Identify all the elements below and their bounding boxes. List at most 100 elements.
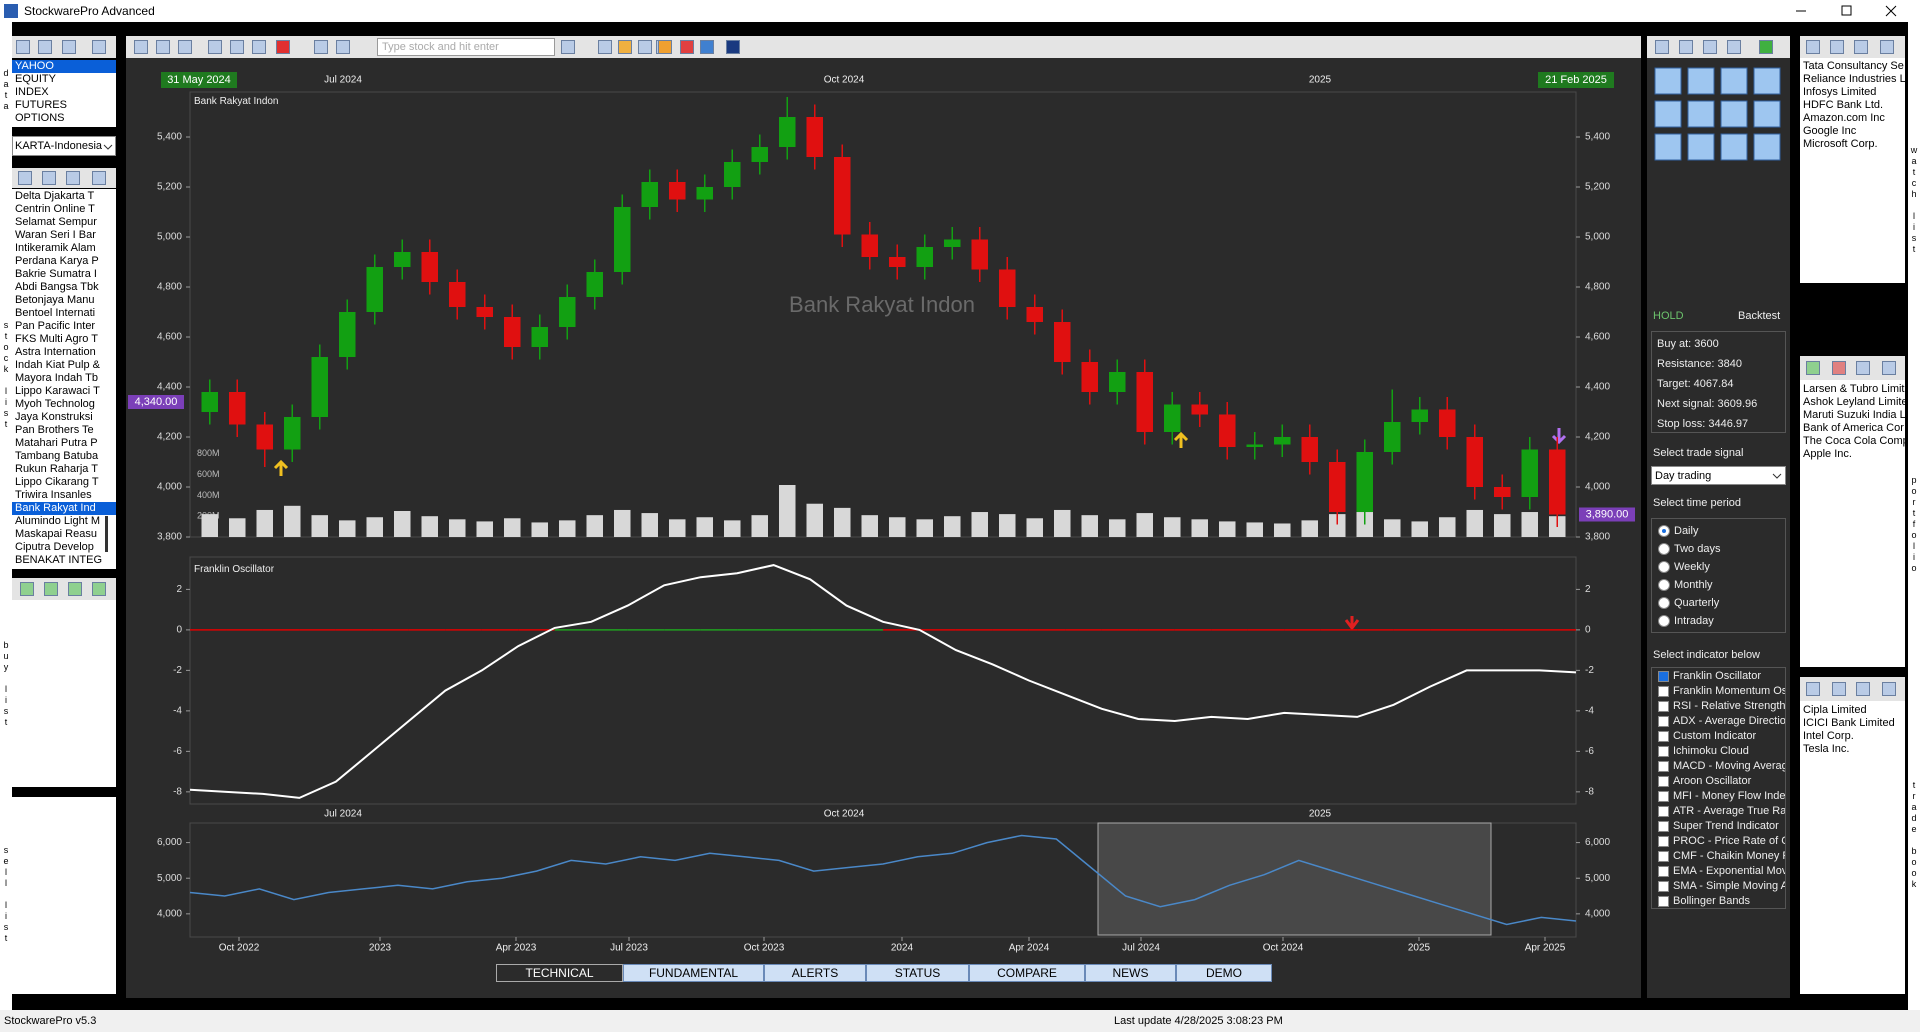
period-option[interactable]: Quarterly	[1652, 594, 1785, 612]
stock-item[interactable]: Bakrie Sumatra I	[15, 268, 97, 280]
stock-item[interactable]: Tambang Batuba	[15, 450, 99, 462]
icon[interactable]	[1830, 40, 1844, 54]
stock-item[interactable]: Mayora Indah Tb	[15, 372, 98, 384]
stock-item[interactable]: FKS Multi Agro T	[15, 333, 98, 345]
icon[interactable]	[1856, 682, 1870, 696]
indicator-option[interactable]: Super Trend Indicator	[1652, 819, 1785, 834]
data-source[interactable]: INDEX	[15, 86, 49, 98]
icon[interactable]	[336, 40, 350, 54]
tab[interactable]: DEMO	[1176, 964, 1272, 982]
icon[interactable]	[156, 40, 170, 54]
icon[interactable]	[658, 40, 672, 54]
stock-item[interactable]: Myoh Technolog	[15, 398, 95, 410]
icon[interactable]	[314, 40, 328, 54]
icon[interactable]	[38, 40, 52, 54]
icon[interactable]	[1832, 361, 1846, 375]
radio[interactable]	[1658, 615, 1670, 627]
window-controls[interactable]	[1780, 0, 1920, 22]
stock-item[interactable]: Jaya Konstruksi	[15, 411, 93, 423]
indicator-option[interactable]: ATR - Average True Ra	[1652, 804, 1785, 819]
icon[interactable]	[1832, 682, 1846, 696]
stock-item[interactable]: Ciputra Develop	[15, 541, 94, 553]
icon[interactable]	[20, 582, 34, 596]
checkbox[interactable]	[1658, 896, 1669, 907]
indicator-option[interactable]: MFI - Money Flow Index	[1652, 789, 1785, 804]
icon[interactable]	[680, 40, 694, 54]
icon[interactable]	[276, 40, 290, 54]
icon[interactable]	[208, 40, 222, 54]
stock-item[interactable]: Astra Internation	[15, 346, 96, 358]
icon[interactable]	[1882, 682, 1896, 696]
backtest-button[interactable]: Backtest	[1738, 310, 1781, 322]
checkbox[interactable]	[1658, 791, 1669, 802]
icon[interactable]	[618, 40, 632, 54]
portfolio-item[interactable]: Larsen & Tubro Limite	[1803, 383, 1905, 395]
icon[interactable]	[561, 40, 575, 54]
period-option[interactable]: Two days	[1652, 540, 1785, 558]
checkbox[interactable]	[1658, 701, 1669, 712]
stock-item[interactable]: Bank Rakyat Ind	[12, 502, 116, 515]
icon[interactable]	[252, 40, 266, 54]
stock-item[interactable]: Selamat Sempur	[15, 216, 97, 228]
trade-signal-dropdown[interactable]: Day trading	[1651, 466, 1786, 485]
stock-item[interactable]: Matahari Putra P	[15, 437, 98, 449]
icon[interactable]	[178, 40, 192, 54]
tab[interactable]: STATUS	[866, 964, 969, 982]
watch-item[interactable]: Microsoft Corp.	[1803, 138, 1878, 150]
icon[interactable]	[44, 582, 58, 596]
icon[interactable]	[92, 582, 106, 596]
watch-item[interactable]: Amazon.com Inc	[1803, 112, 1885, 124]
tool-button[interactable]	[1720, 133, 1748, 161]
icon[interactable]	[598, 40, 612, 54]
portfolio-item[interactable]: Bank of America Cor	[1803, 422, 1904, 434]
icon[interactable]	[1806, 682, 1820, 696]
icon[interactable]	[1679, 40, 1693, 54]
stock-item[interactable]: Maskapai Reasu	[15, 528, 97, 540]
icon[interactable]	[1806, 40, 1820, 54]
stock-item[interactable]: Intikeramik Alam	[15, 242, 96, 254]
tool-button[interactable]	[1720, 100, 1748, 128]
watch-item[interactable]: Tata Consultancy Se	[1803, 60, 1904, 72]
checkbox[interactable]	[1658, 806, 1669, 817]
stock-item[interactable]: Lippo Karawaci T	[15, 385, 100, 397]
checkbox[interactable]	[1658, 866, 1669, 877]
watch-item[interactable]: HDFC Bank Ltd.	[1803, 99, 1884, 111]
icon[interactable]	[1703, 40, 1717, 54]
icon[interactable]	[92, 171, 106, 185]
icon[interactable]	[700, 40, 714, 54]
portfolio-item[interactable]: Apple Inc.	[1803, 448, 1852, 460]
icon[interactable]	[1854, 40, 1868, 54]
stock-item[interactable]: Abdi Bangsa Tbk	[15, 281, 99, 293]
stock-item[interactable]: Waran Seri I Bar	[15, 229, 96, 241]
indicator-option[interactable]: Franklin Oscillator	[1652, 669, 1785, 684]
watch-item[interactable]: Google Inc	[1803, 125, 1857, 137]
indicator-option[interactable]: PROC - Price Rate of Ch	[1652, 834, 1785, 849]
portfolio-item[interactable]: Ashok Leyland Limite	[1803, 396, 1905, 408]
indicator-option[interactable]: EMA - Exponential Movi	[1652, 864, 1785, 879]
overview-selection[interactable]	[1097, 822, 1492, 936]
icon[interactable]	[92, 40, 106, 54]
radio[interactable]	[1658, 543, 1670, 555]
tab[interactable]: COMPARE	[969, 964, 1085, 982]
stock-item[interactable]: BENAKAT INTEG	[15, 554, 103, 566]
stock-item[interactable]: Pan Pacific Inter	[15, 320, 96, 332]
tab[interactable]: ALERTS	[764, 964, 866, 982]
radio[interactable]	[1658, 597, 1670, 609]
stock-item[interactable]: Lippo Cikarang T	[15, 476, 99, 488]
tool-button[interactable]	[1654, 133, 1682, 161]
tool-button[interactable]	[1753, 133, 1781, 161]
stock-item[interactable]: Betonjaya Manu	[15, 294, 95, 306]
stock-item[interactable]: Centrin Online T	[15, 203, 95, 215]
search-box[interactable]: Type stock and hit enter	[377, 38, 555, 56]
tool-button[interactable]	[1720, 67, 1748, 95]
stock-item[interactable]: Pan Brothers Te	[15, 424, 94, 436]
icon[interactable]	[1806, 361, 1820, 375]
checkbox[interactable]	[1658, 851, 1669, 862]
icon[interactable]	[16, 40, 30, 54]
checkbox[interactable]	[1658, 836, 1669, 847]
indicator-option[interactable]: RSI - Relative Strength	[1652, 699, 1785, 714]
indicator-option[interactable]: CMF - Chaikin Money Fl	[1652, 849, 1785, 864]
stock-item[interactable]: Indah Kiat Pulp &	[15, 359, 101, 371]
tool-button[interactable]	[1687, 100, 1715, 128]
data-source[interactable]: OPTIONS	[15, 112, 65, 124]
